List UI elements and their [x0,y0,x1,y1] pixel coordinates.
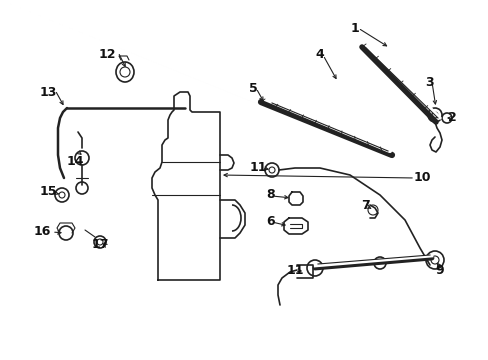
Text: 11: 11 [249,162,266,175]
Text: 17: 17 [91,238,108,252]
Text: 14: 14 [66,156,83,168]
Text: 11: 11 [285,264,303,276]
Text: 9: 9 [435,264,444,276]
Text: 16: 16 [33,225,51,238]
Text: 10: 10 [412,171,430,184]
Text: 5: 5 [248,81,257,94]
Text: 3: 3 [425,76,433,89]
Text: 7: 7 [360,199,368,212]
Text: 12: 12 [98,49,116,62]
Text: 6: 6 [266,216,275,229]
Text: 4: 4 [315,49,324,62]
Text: 1: 1 [350,22,359,35]
Text: 15: 15 [39,185,57,198]
Text: 8: 8 [266,189,275,202]
Text: 13: 13 [39,85,57,99]
Text: 2: 2 [447,112,455,125]
